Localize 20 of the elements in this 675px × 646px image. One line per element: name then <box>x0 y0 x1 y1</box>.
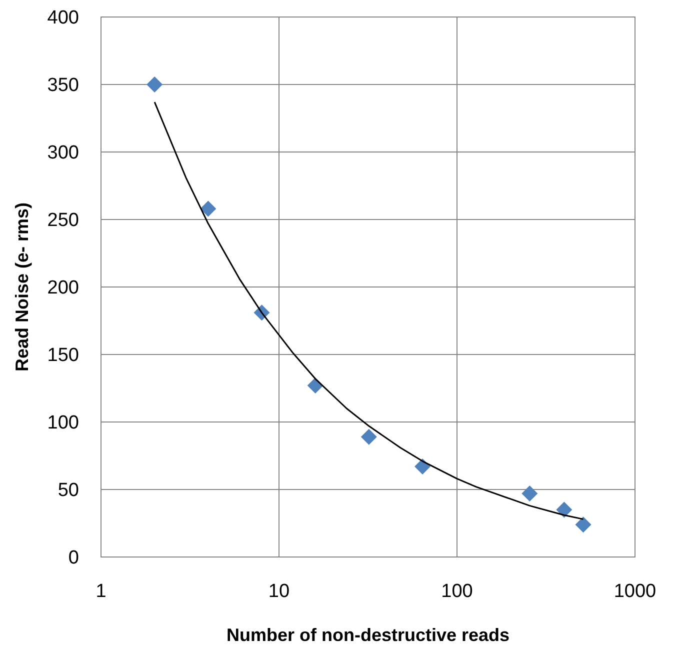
x-tick-label: 1000 <box>614 581 656 602</box>
y-tick-label: 300 <box>47 142 79 164</box>
y-tick-label: 400 <box>47 8 79 29</box>
x-tick-label: 10 <box>268 581 290 602</box>
point <box>575 516 592 533</box>
point <box>146 76 163 92</box>
y-tick-label: 250 <box>47 210 79 232</box>
y-tick-label: 0 <box>68 548 79 569</box>
y-axis-title: Read Noise (e- rms) <box>12 202 32 372</box>
y-tick-label: 100 <box>47 412 79 434</box>
y-tick-label: 350 <box>47 75 79 96</box>
y-tick-label: 200 <box>47 278 79 299</box>
point <box>200 200 216 217</box>
y-tick-label: 50 <box>58 480 79 502</box>
point <box>360 428 377 445</box>
x-tick-label: 100 <box>441 581 473 602</box>
y-tick-label: 150 <box>47 345 79 366</box>
x-axis-title: Number of non-destructive reads <box>226 625 510 645</box>
x-tick-label: 1 <box>96 581 106 602</box>
point <box>414 458 430 475</box>
